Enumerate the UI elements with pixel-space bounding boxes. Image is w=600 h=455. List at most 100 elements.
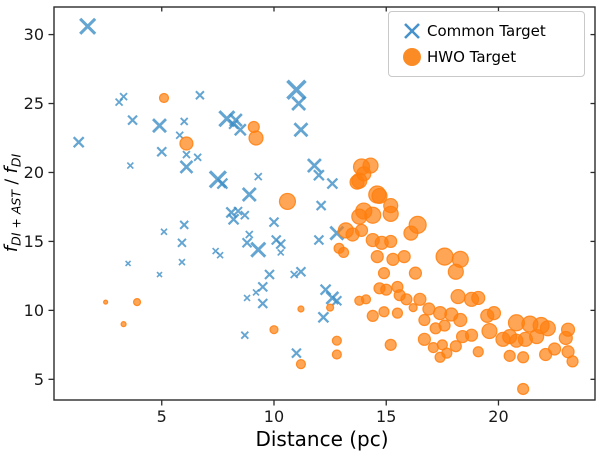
hwo-target-point bbox=[380, 283, 393, 296]
common-target-point bbox=[254, 172, 263, 181]
x-tick-label: 10 bbox=[264, 407, 284, 426]
hwo-target-point bbox=[326, 303, 335, 312]
common-target-point bbox=[127, 114, 138, 126]
hwo-target-point bbox=[417, 332, 431, 346]
common-target-point bbox=[119, 92, 128, 101]
common-target-point bbox=[216, 177, 229, 190]
hwo-target-point bbox=[382, 205, 399, 222]
common-target-point bbox=[293, 122, 309, 138]
common-target-point bbox=[240, 210, 250, 220]
common-target-point bbox=[257, 298, 269, 309]
common-target-point bbox=[241, 187, 257, 203]
common-target-point bbox=[313, 234, 325, 246]
circle-marker-icon bbox=[397, 47, 427, 67]
common-target-point bbox=[257, 281, 269, 293]
hwo-target-point bbox=[337, 246, 350, 259]
legend-item-common-target: Common Target bbox=[397, 18, 574, 44]
x-tick-label: 5 bbox=[157, 407, 167, 426]
hwo-target-point bbox=[378, 306, 390, 318]
hwo-target-point bbox=[408, 303, 418, 313]
common-target-point bbox=[228, 113, 243, 128]
hwo-target-point bbox=[539, 320, 556, 337]
hwo-target-point bbox=[354, 223, 369, 237]
legend: Common Target HWO Target bbox=[388, 11, 585, 77]
hwo-target-point bbox=[356, 166, 372, 182]
common-target-point bbox=[245, 230, 254, 239]
hwo-target-point bbox=[435, 247, 454, 266]
common-target-point bbox=[331, 295, 343, 306]
common-target-point bbox=[182, 150, 191, 159]
hwo-target-point bbox=[503, 349, 516, 362]
common-target-point bbox=[240, 331, 249, 340]
hwo-target-point bbox=[413, 292, 427, 306]
hwo-target-point bbox=[450, 288, 466, 305]
common-target-point bbox=[72, 136, 85, 148]
axis-ticks: 5 10 15 20 5 10 15 20 25 30 bbox=[24, 7, 595, 426]
hwo-target-point bbox=[331, 335, 342, 346]
common-target-point bbox=[326, 177, 339, 190]
common-target-point bbox=[243, 294, 251, 302]
hwo-target-point bbox=[566, 355, 579, 368]
legend-label: HWO Target bbox=[427, 48, 517, 66]
hwo-target-point bbox=[447, 263, 464, 280]
hwo-target-point bbox=[400, 293, 413, 306]
common-target-point bbox=[277, 248, 285, 257]
hwo-target-point bbox=[408, 266, 423, 280]
hwo-target-point bbox=[377, 267, 391, 280]
common-target-point bbox=[156, 271, 163, 278]
legend-item-hwo-target: HWO Target bbox=[397, 44, 574, 70]
y-tick-label: 5 bbox=[34, 370, 44, 389]
x-tick-label: 15 bbox=[376, 407, 396, 426]
y-tick-label: 10 bbox=[24, 301, 44, 320]
plot-frame bbox=[53, 6, 596, 401]
common-target-point bbox=[315, 200, 327, 211]
common-target-point bbox=[179, 160, 194, 174]
hwo-target-point bbox=[486, 306, 502, 321]
hwo-target-point bbox=[386, 252, 400, 266]
hwo-target-point bbox=[179, 136, 194, 151]
hwo-target-point bbox=[331, 349, 342, 360]
x-tick-label: 20 bbox=[488, 407, 508, 426]
common-target-point bbox=[178, 258, 186, 266]
hwo-target-point bbox=[453, 312, 468, 328]
common-target-point bbox=[195, 90, 205, 100]
hwo-target-point bbox=[360, 294, 372, 305]
hwo-target-point bbox=[403, 225, 419, 241]
common-target-point bbox=[295, 266, 307, 278]
hwo-target-point bbox=[558, 330, 573, 346]
common-target-point bbox=[193, 153, 202, 162]
common-target-point bbox=[291, 347, 302, 359]
y-tick-label: 30 bbox=[24, 25, 44, 44]
common-target-point bbox=[156, 146, 168, 158]
common-target-point bbox=[125, 260, 132, 267]
hwo-target-point bbox=[547, 342, 562, 356]
hwo-target-point bbox=[481, 322, 498, 340]
y-tick-label: 20 bbox=[24, 163, 44, 182]
hwo-target-point bbox=[438, 319, 451, 332]
common-target-point bbox=[175, 131, 184, 140]
x-marker-icon bbox=[397, 22, 427, 40]
common-target-point bbox=[233, 123, 247, 137]
y-tick-label: 25 bbox=[24, 94, 44, 113]
common-target-point bbox=[241, 237, 253, 249]
common-target-point bbox=[275, 238, 286, 250]
y-axis-label: fDI + AST / fDI bbox=[1, 153, 24, 252]
hwo-target-point bbox=[364, 206, 382, 224]
common-target-point bbox=[306, 158, 322, 174]
common-target-point bbox=[252, 288, 260, 297]
x-axis-label: Distance (pc) bbox=[255, 427, 388, 451]
legend-label: Common Target bbox=[427, 22, 546, 40]
common-target-point bbox=[250, 241, 267, 258]
series-hwo-target bbox=[103, 92, 579, 396]
series-common-target bbox=[72, 17, 345, 359]
common-target-point bbox=[179, 220, 189, 230]
hwo-target-point bbox=[269, 325, 279, 335]
hwo-target-point bbox=[120, 321, 127, 328]
hwo-target-point bbox=[529, 328, 545, 345]
hwo-target-point bbox=[132, 297, 142, 307]
hwo-target-point bbox=[517, 351, 530, 364]
hwo-target-point bbox=[471, 290, 486, 306]
hwo-target-point bbox=[449, 340, 462, 353]
